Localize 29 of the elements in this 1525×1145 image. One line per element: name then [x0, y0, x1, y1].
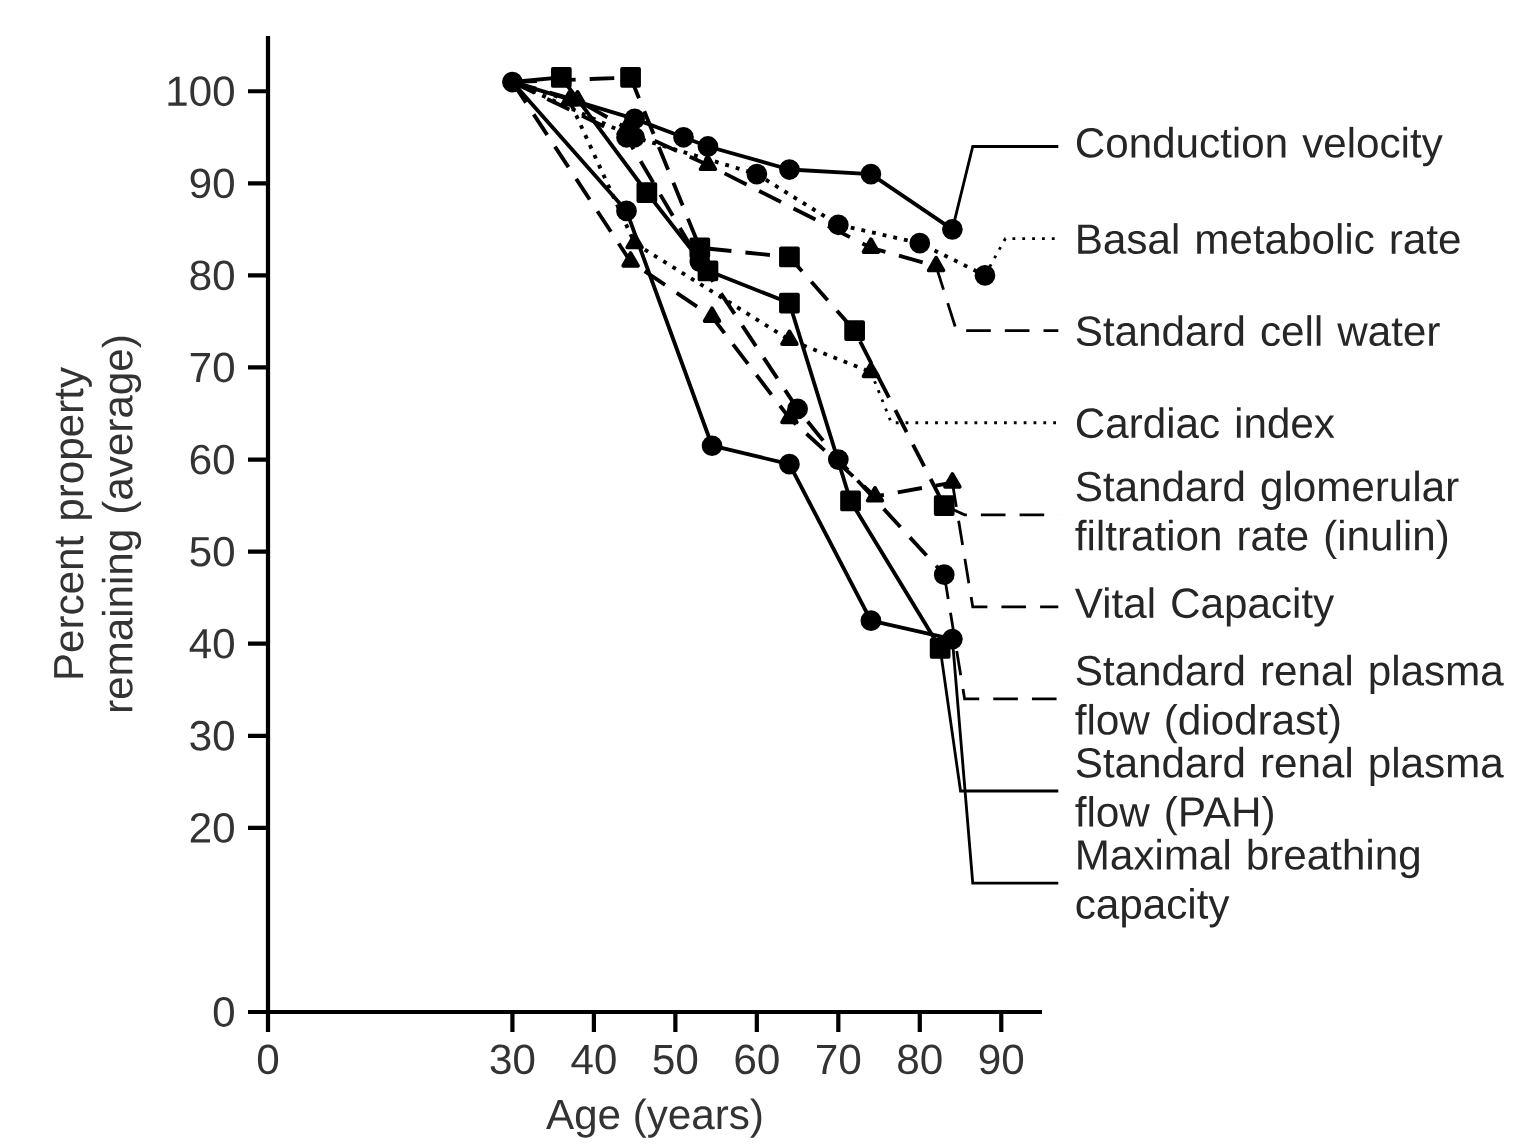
y-tick-label: 40	[189, 628, 234, 659]
y-tick-label: 100	[168, 76, 234, 107]
text: Standard renal plasma flow (PAH)	[1075, 746, 1504, 836]
text: Standard cell water	[1076, 315, 1440, 347]
legend-label: Basal metabolic rate	[1078, 223, 1460, 255]
x-tick-label: 40	[571, 1044, 616, 1075]
x-tick-label: 80	[898, 1044, 942, 1075]
y-axis-title: Percent property remaining (average)	[54, 336, 142, 712]
legend-label: Standard glomerular filtration rate (inulin)	[1075, 470, 1459, 560]
text: Standard renal plasma flow (diodrast)	[1075, 654, 1504, 744]
text: Conduction velocity	[1076, 126, 1443, 167]
y-tick-label: 80	[190, 260, 234, 291]
y-tick-label: 60	[190, 444, 234, 475]
x-tick-label: 70	[817, 1044, 861, 1075]
y-tick-label: 20	[190, 812, 234, 843]
x-tick-label: 90	[979, 1044, 1024, 1075]
x-tick-label: 50	[653, 1044, 698, 1075]
x-axis-title: Age (years)	[546, 1098, 762, 1138]
y-tick-label: 90	[190, 168, 234, 199]
x-tick-label: 0	[257, 1044, 279, 1075]
y-tick-label: 70	[190, 352, 234, 383]
y-tick-label: 0	[213, 997, 234, 1027]
legend-label: Cardiac index	[1076, 407, 1335, 439]
x-tick-label: 60	[735, 1044, 779, 1075]
text: Vital Capacity	[1074, 587, 1335, 627]
y-tick-label: 30	[190, 720, 234, 751]
x-tick-label: 30	[490, 1044, 535, 1075]
text: Maximal breathing capacity	[1076, 838, 1419, 928]
y-tick-label: 50	[190, 536, 234, 567]
